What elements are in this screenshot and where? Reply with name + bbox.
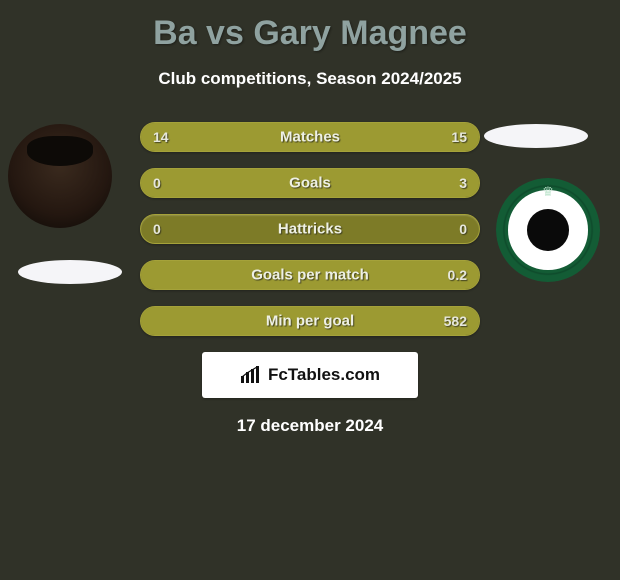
stat-label: Min per goal: [141, 313, 479, 330]
player-photo-placeholder: [8, 124, 112, 228]
stat-label: Matches: [141, 129, 479, 146]
player-right-shadow-ellipse: [484, 124, 588, 148]
page-title: Ba vs Gary Magnee: [0, 0, 620, 53]
stat-row-hattricks: 0 Hattricks 0: [140, 214, 480, 244]
page-subtitle: Club competitions, Season 2024/2025: [0, 69, 620, 89]
stat-value-right: 0: [459, 221, 467, 237]
player-right-avatar: ♛: [496, 178, 600, 282]
club-badge-icon: ♛: [496, 178, 600, 282]
stat-value-right: 3: [459, 175, 467, 191]
stat-row-goals-per-match: Goals per match 0.2: [140, 260, 480, 290]
stat-value-right: 15: [451, 129, 467, 145]
stat-row-min-per-goal: Min per goal 582: [140, 306, 480, 336]
player-left-shadow-ellipse: [18, 260, 122, 284]
brand-badge: FcTables.com: [202, 352, 418, 398]
crown-icon: ♛: [542, 184, 554, 200]
stats-container: 14 Matches 15 0 Goals 3 0 Hattricks 0 Go…: [140, 122, 480, 436]
stat-row-goals: 0 Goals 3: [140, 168, 480, 198]
stat-row-matches: 14 Matches 15: [140, 122, 480, 152]
brand-text: FcTables.com: [268, 365, 380, 385]
stat-label: Goals per match: [141, 267, 479, 284]
stat-value-right: 582: [444, 313, 467, 329]
stat-value-right: 0.2: [448, 267, 467, 283]
stat-label: Hattricks: [141, 221, 479, 238]
stat-label: Goals: [141, 175, 479, 192]
bar-chart-icon: [240, 366, 262, 384]
player-left-avatar: [8, 124, 112, 228]
page-date: 17 december 2024: [140, 416, 480, 436]
